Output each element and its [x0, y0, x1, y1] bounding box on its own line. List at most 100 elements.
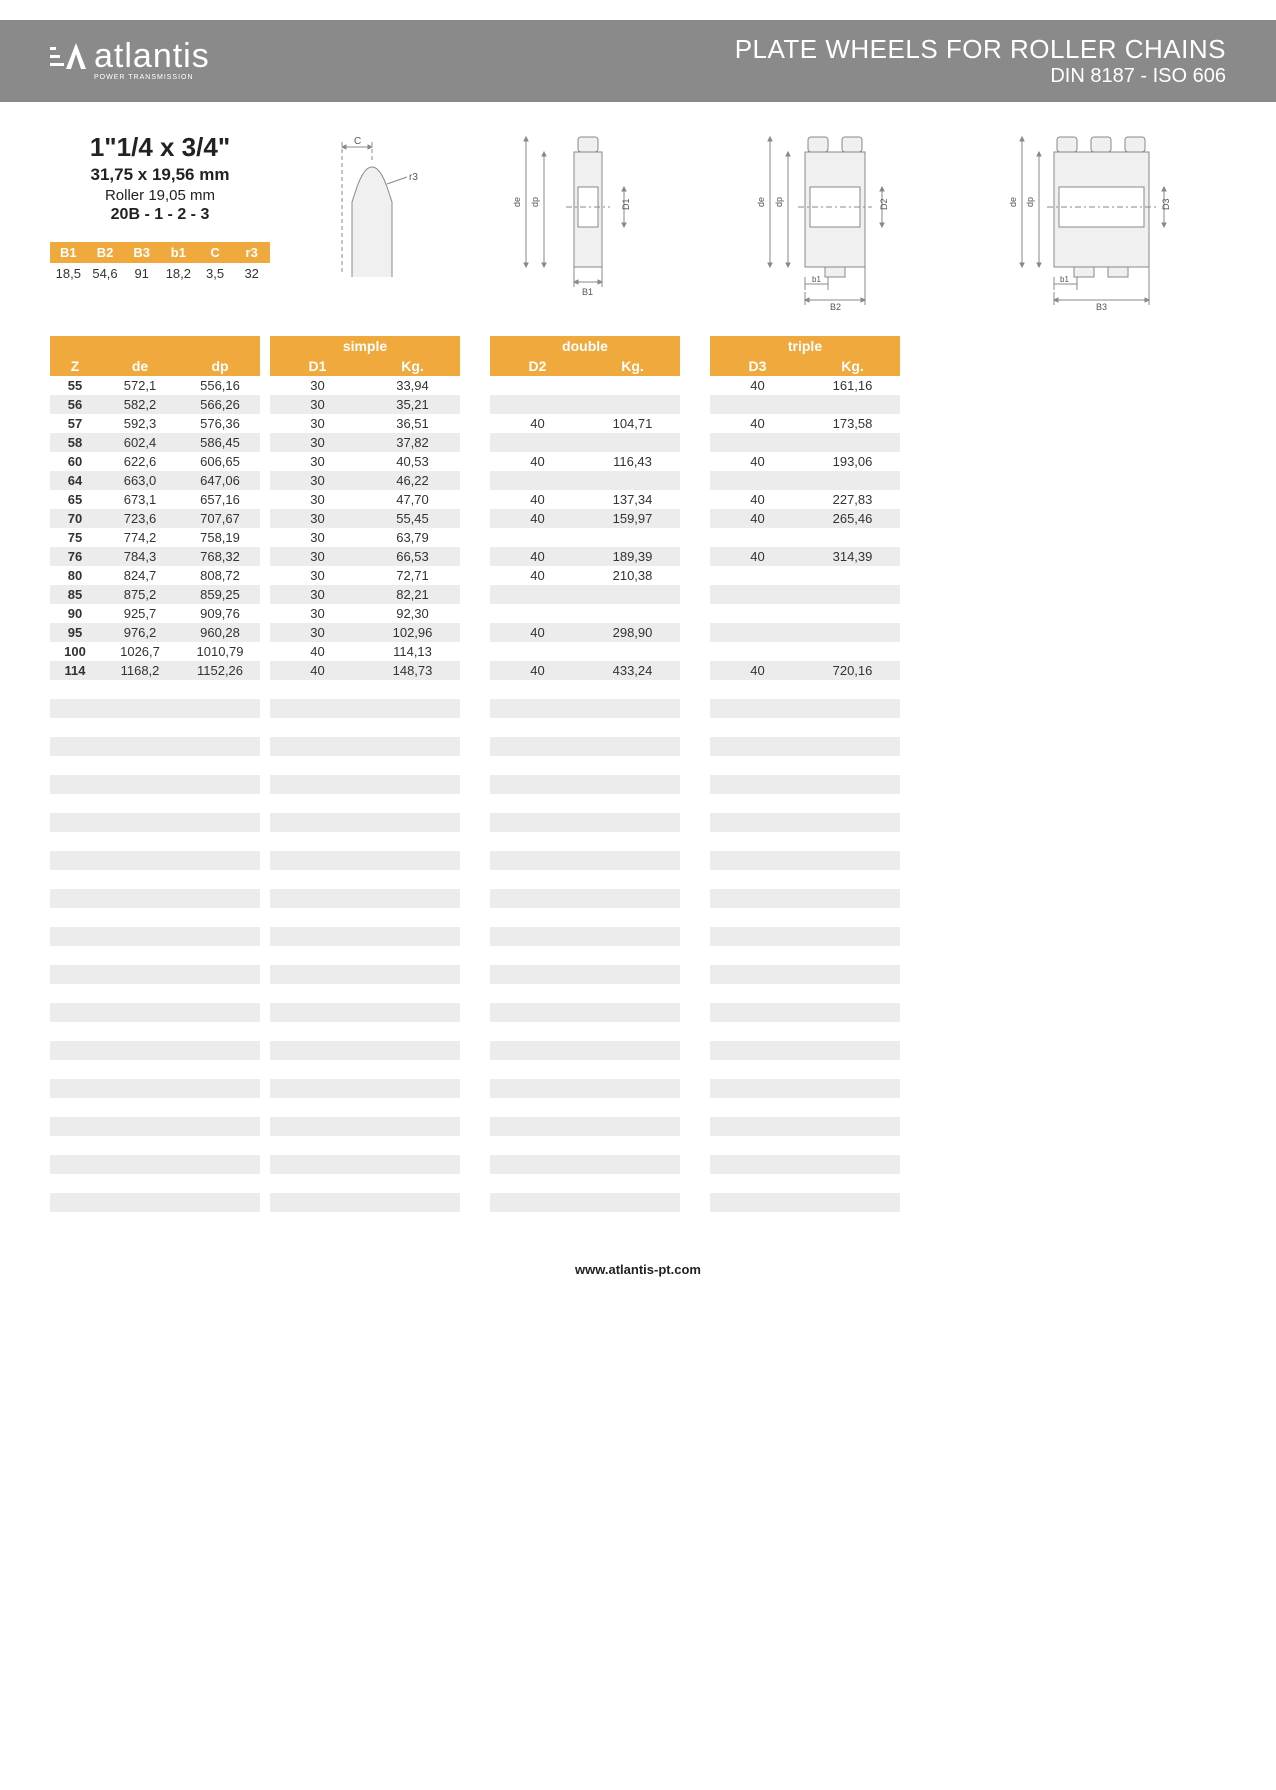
table-row: [490, 1022, 680, 1041]
table-cell: 92,30: [365, 606, 460, 621]
table-row: 3082,21: [270, 585, 460, 604]
table-row: 3055,45: [270, 509, 460, 528]
table-row: [50, 984, 260, 1003]
table-cell: 82,21: [365, 587, 460, 602]
table-row: [50, 813, 260, 832]
table-row: [270, 1193, 460, 1212]
table-row: 64663,0647,06: [50, 471, 260, 490]
table-cell: 622,6: [100, 454, 180, 469]
table-row: [50, 889, 260, 908]
table-row: [50, 1155, 260, 1174]
table-cell: 314,39: [805, 549, 900, 564]
table-row: [710, 566, 900, 585]
table-cell: 159,97: [585, 511, 680, 526]
table-cell: 85: [50, 587, 100, 602]
table-row: 1141168,21152,26: [50, 661, 260, 680]
small-table-cell: 18,2: [160, 263, 197, 284]
table-row: 3047,70: [270, 490, 460, 509]
spec-title: 1"1/4 x 3/4": [50, 132, 270, 163]
table-cell: 40: [710, 511, 805, 526]
table-row: [710, 984, 900, 1003]
small-table: B1B2B3b1Cr3 18,554,69118,23,532: [50, 242, 270, 284]
table-row: 40173,58: [710, 414, 900, 433]
table-row: [270, 718, 460, 737]
table-row: [490, 965, 680, 984]
table-row: [490, 1079, 680, 1098]
table-row: [710, 1136, 900, 1155]
table-cell: 80: [50, 568, 100, 583]
table-row: 40298,90: [490, 623, 680, 642]
table-header-cell: Kg.: [805, 356, 900, 376]
table-row: 40265,46: [710, 509, 900, 528]
table-row: 90925,7909,76: [50, 604, 260, 623]
table-cell: 784,3: [100, 549, 180, 564]
table-cell: 1026,7: [100, 644, 180, 659]
table-cell: 40: [270, 663, 365, 678]
table-row: [270, 927, 460, 946]
table-cell: 30: [270, 587, 365, 602]
table-cell: 63,79: [365, 530, 460, 545]
page-title-block: PLATE WHEELS FOR ROLLER CHAINS DIN 8187 …: [735, 34, 1226, 88]
table-row: [270, 1155, 460, 1174]
logo-icon: [50, 41, 86, 81]
table-row: [490, 642, 680, 661]
table-cell: 104,71: [585, 416, 680, 431]
label-de: de: [512, 197, 522, 207]
table-row: [490, 927, 680, 946]
table-cell: 114,13: [365, 644, 460, 659]
table-cell: 76: [50, 549, 100, 564]
table-cell: 30: [270, 492, 365, 507]
small-table-header-cell: B2: [87, 242, 124, 263]
table-row: [490, 813, 680, 832]
table-cell: 723,6: [100, 511, 180, 526]
table-cell: 768,32: [180, 549, 260, 564]
table-cell: 647,06: [180, 473, 260, 488]
table-row: 40137,34: [490, 490, 680, 509]
table-row: 75774,2758,19: [50, 528, 260, 547]
table-row: 55572,1556,16: [50, 376, 260, 395]
table-cell: 909,76: [180, 606, 260, 621]
table-row: [270, 908, 460, 927]
table-row: [270, 813, 460, 832]
table-row: 1001026,71010,79: [50, 642, 260, 661]
table-cell: 40: [490, 416, 585, 431]
table-row: [50, 1174, 260, 1193]
main-table: Zdedp simple D1Kg. double D2Kg. triple D…: [50, 336, 1226, 1212]
table-cell: 55: [50, 378, 100, 393]
table-cell: 75: [50, 530, 100, 545]
table-row: [270, 1022, 460, 1041]
table-header-cell: D2: [490, 356, 585, 376]
table-row: [50, 965, 260, 984]
table-row: [50, 699, 260, 718]
table-row: 40159,97: [490, 509, 680, 528]
table-cell: 95: [50, 625, 100, 640]
table-row: [490, 832, 680, 851]
table-cell: 102,96: [365, 625, 460, 640]
table-row: [50, 737, 260, 756]
table-cell: 673,1: [100, 492, 180, 507]
table-row: [490, 984, 680, 1003]
table-row: [710, 1041, 900, 1060]
small-table-cell: 3,5: [197, 263, 234, 284]
table-row: 76784,3768,32: [50, 547, 260, 566]
table-cell: 30: [270, 549, 365, 564]
table-row: 40114,13: [270, 642, 460, 661]
table-cell: 65: [50, 492, 100, 507]
table-row: [490, 737, 680, 756]
table-row: [710, 794, 900, 813]
label-b1s: b1: [812, 275, 821, 284]
table-cell: 1168,2: [100, 663, 180, 678]
table-cell: 265,46: [805, 511, 900, 526]
table-row: [710, 737, 900, 756]
table-row: [490, 680, 680, 699]
table-row: 40116,43: [490, 452, 680, 471]
logo-subtitle: POWER TRANSMISSION: [94, 74, 210, 81]
table-row: [710, 433, 900, 452]
table-row: [490, 376, 680, 395]
table-row: [50, 1079, 260, 1098]
table-cell: 40: [710, 378, 805, 393]
table-cell: 36,51: [365, 416, 460, 431]
table-cell: 30: [270, 378, 365, 393]
table-row: 80824,7808,72: [50, 566, 260, 585]
table-row: 40161,16: [710, 376, 900, 395]
